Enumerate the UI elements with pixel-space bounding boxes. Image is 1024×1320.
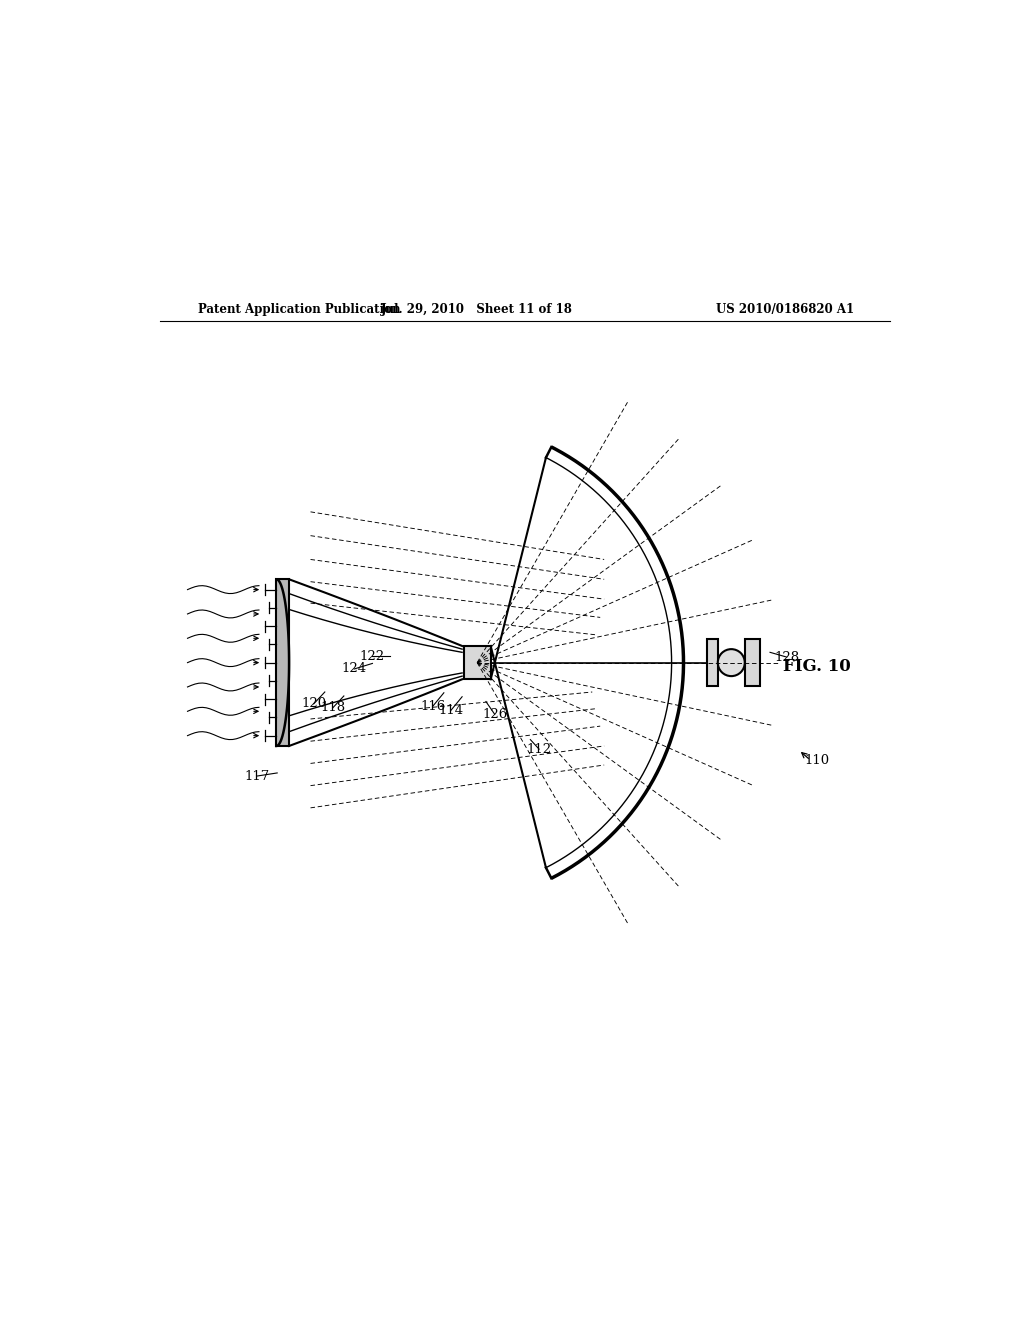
Bar bbox=[276, 579, 289, 746]
Text: US 2010/0186820 A1: US 2010/0186820 A1 bbox=[716, 304, 854, 315]
Text: 117: 117 bbox=[244, 770, 269, 783]
Bar bbox=[464, 645, 490, 680]
Text: 120: 120 bbox=[301, 697, 327, 710]
Text: Jul. 29, 2010   Sheet 11 of 18: Jul. 29, 2010 Sheet 11 of 18 bbox=[381, 304, 573, 315]
Text: Patent Application Publication: Patent Application Publication bbox=[198, 304, 400, 315]
Text: 122: 122 bbox=[359, 649, 385, 663]
Text: 126: 126 bbox=[482, 708, 507, 721]
Text: 114: 114 bbox=[438, 704, 464, 717]
Bar bbox=[744, 639, 761, 686]
Bar bbox=[276, 579, 289, 746]
Text: 118: 118 bbox=[321, 701, 345, 714]
Text: 116: 116 bbox=[420, 700, 445, 713]
Bar bbox=[708, 639, 718, 686]
Text: 124: 124 bbox=[342, 663, 367, 676]
Text: 128: 128 bbox=[774, 651, 800, 664]
Text: 112: 112 bbox=[526, 743, 552, 755]
Circle shape bbox=[718, 649, 744, 676]
Text: 110: 110 bbox=[804, 754, 829, 767]
Text: FIG. 10: FIG. 10 bbox=[782, 659, 851, 675]
